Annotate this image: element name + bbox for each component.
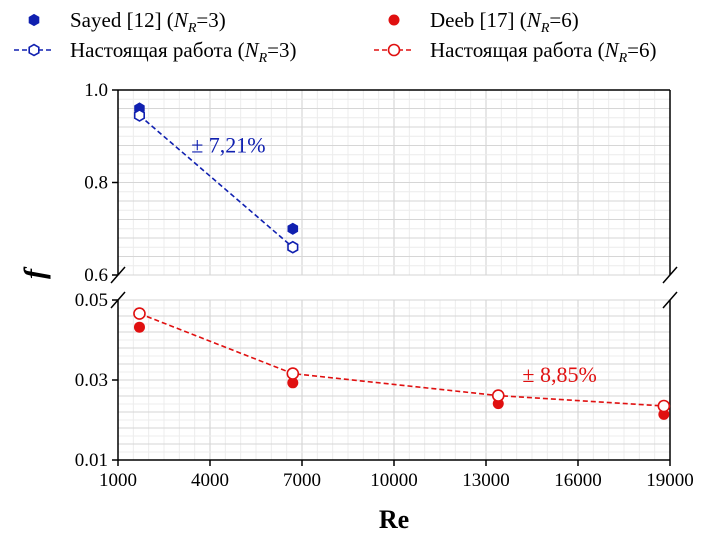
legend-item: Deeb [17] (NR=6) (388, 8, 579, 36)
data-point (287, 222, 299, 235)
data-point (286, 367, 300, 380)
data-point (28, 43, 40, 57)
x-tick-label: 13000 (462, 470, 510, 491)
data-point (133, 321, 145, 333)
data-point (491, 389, 505, 402)
legend-item: Sayed [12] (NR=3) (28, 8, 226, 36)
data-point (387, 43, 401, 57)
series-line (139, 312, 664, 407)
x-axis-label: Re (379, 505, 409, 533)
data-point (133, 108, 145, 122)
x-tick-label: 10000 (370, 470, 418, 491)
data-point (657, 399, 671, 413)
x-tick-label: 1000 (99, 470, 137, 491)
legend-label: Настоящая работа (NR=3) (70, 38, 297, 66)
y-axis-label: f (18, 266, 51, 279)
axis-break-mark (662, 291, 678, 309)
data-point (388, 14, 400, 26)
x-tick-label: 4000 (191, 470, 229, 491)
x-tick-label: 7000 (283, 470, 321, 491)
legend-label: Deeb [17] (NR=6) (430, 8, 579, 36)
y-tick-label: 0.8 (84, 173, 108, 194)
legend-item: Настоящая работа (NR=6) (374, 38, 657, 66)
data-point (287, 377, 299, 389)
legend-label: Sayed [12] (NR=3) (70, 8, 226, 36)
series-line (138, 114, 294, 248)
error-annotation: ± 8,85% (522, 362, 596, 387)
x-tick-label: 19000 (646, 470, 694, 491)
data-point (133, 307, 146, 320)
y-tick-label: 0.03 (75, 370, 108, 391)
series-layer (133, 102, 671, 420)
x-tick-label: 16000 (554, 470, 602, 491)
legend: Sayed [12] (NR=3) Deeb [17] (NR=6)Настоящ… (14, 8, 657, 66)
y-tick-label: 0.01 (75, 450, 108, 471)
annotations: ± 7,21% ± 8,85% (191, 132, 597, 387)
y-tick-label: 0.05 (75, 290, 108, 311)
legend-label: Настоящая работа (NR=6) (430, 38, 657, 66)
axis-break-mark (662, 266, 678, 284)
gridlines (117, 89, 671, 461)
legend-item: Настоящая работа (NR=3) (14, 38, 297, 66)
y-tick-label: 0.6 (84, 265, 108, 286)
tick-labels: 1000 4000 7000 10000 13000 16000 19000 0.6 0.8 1.… (75, 80, 694, 491)
data-point (28, 13, 40, 27)
data-point (287, 240, 299, 254)
y-tick-label: 1.0 (84, 80, 108, 101)
error-annotation: ± 7,21% (191, 132, 265, 157)
